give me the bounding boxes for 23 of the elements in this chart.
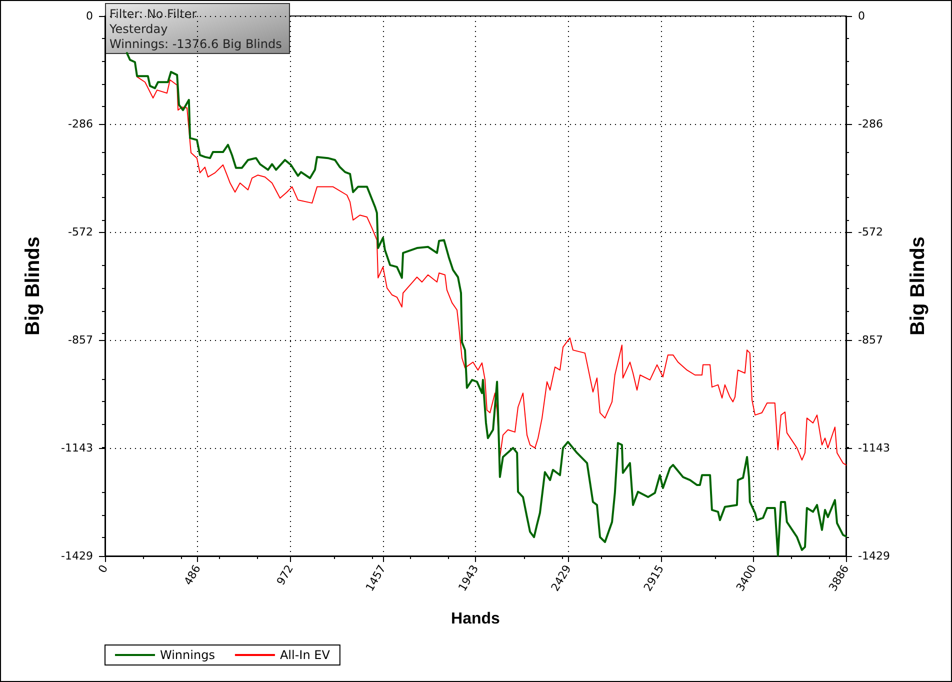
- y-tick-label: -857: [68, 333, 93, 346]
- legend-label: All-In EV: [280, 648, 331, 662]
- y2-tick-label: 0: [858, 10, 865, 22]
- y2-tick-label: -1429: [858, 550, 890, 562]
- x-tick-label: 0: [96, 562, 111, 576]
- line-series: [136, 76, 846, 466]
- line-series: [126, 52, 847, 557]
- y-tick-label: 0: [86, 10, 93, 22]
- y2-tick-label: -572: [858, 226, 883, 239]
- legend-label: Winnings: [160, 648, 215, 662]
- y-tick-label: -1429: [61, 550, 93, 562]
- y2-tick-label: -857: [858, 333, 883, 346]
- y2-tick-label: -286: [858, 118, 883, 131]
- y2-axis-title: Big Blinds: [907, 236, 929, 336]
- y-tick-label: -572: [68, 226, 93, 239]
- y-tick-label: -286: [68, 118, 93, 131]
- annotation: Winnings: -1376.6 Big Blinds: [110, 37, 282, 51]
- y-tick-label: -1143: [61, 441, 93, 454]
- y-axis-title: Big Blinds: [22, 236, 44, 336]
- annotation: Filter: No Filter: [110, 7, 197, 21]
- x-axis-title: Hands: [451, 610, 500, 628]
- annotation: Yesterday: [108, 22, 168, 36]
- y2-tick-label: -1143: [858, 441, 890, 454]
